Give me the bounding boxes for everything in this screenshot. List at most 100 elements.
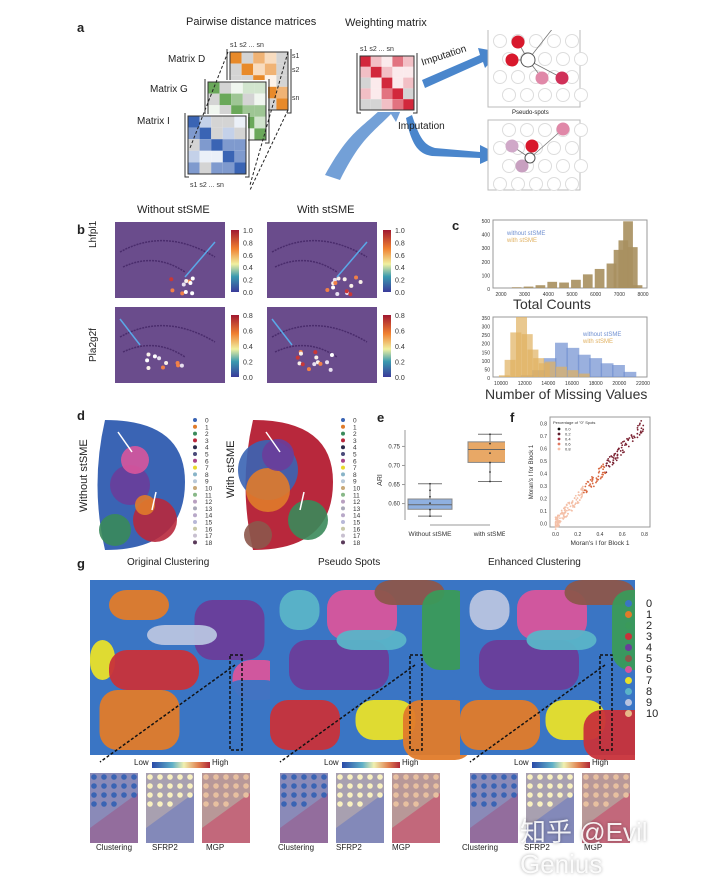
box [407,498,453,510]
highlight-spot [505,53,519,67]
inset-region [202,793,250,843]
inset-spot [603,792,609,798]
inset-spot [347,783,353,789]
spot [556,88,570,102]
scatter-point [584,485,587,488]
inset-spot [367,792,373,798]
scatter-point [581,493,583,496]
y-tick: 0.2 [540,496,547,502]
legend-label: 6 [353,458,357,465]
spot [565,177,579,191]
scatter-point [611,461,614,464]
watermark: 知乎 @Evil Genius [520,817,648,879]
cluster-region [517,590,587,640]
legend-dot [193,520,197,524]
scatter-point [602,465,605,468]
g-title-original: Original Clustering [127,557,210,568]
matrix-i-label: Matrix I [137,116,170,127]
colorbar [231,315,239,377]
inset-spot [111,774,117,780]
scatter-point [620,442,623,445]
legend-label: 12 [205,499,213,506]
scatter-point [577,494,580,496]
inset-spot [377,774,383,780]
hist-bar [623,371,637,377]
spot [556,159,570,173]
inset-spot [593,792,599,798]
panel-f-label: f [510,410,515,425]
matrix-cell [381,99,393,110]
data-point [429,495,431,498]
spot [493,70,507,84]
scatter-point [631,437,634,440]
legend-label: 17 [353,533,361,540]
data-point [489,471,491,473]
scatter-point [640,427,643,430]
scatter-point [615,457,617,459]
inset-spot [101,783,107,789]
spot [493,141,507,155]
y-tick: 0.8 [540,421,547,427]
x-tick: 0.6 [619,532,626,538]
expression-spot [325,288,330,293]
expression-spot [170,288,175,293]
inset-spot [101,792,107,798]
inset-spot [347,774,353,780]
legend-dot [341,431,345,436]
cluster-region [110,465,150,505]
cluster-region [593,670,635,700]
inset-spot [337,774,343,780]
matrix-cell [242,105,255,117]
colorbar-low-3: Low [514,758,529,767]
scatter-point [554,521,557,524]
inset-label-mgp-2: MGP [392,843,411,852]
spot [493,177,507,191]
tissue-structure [122,344,186,358]
inset-label-clustering-2: Clustering [278,843,315,852]
expression-spot [146,352,151,357]
inset-spot [527,801,533,807]
matrix-cell [392,56,404,67]
matrix-cell [241,63,254,76]
hist-bar [589,358,603,377]
legend-dot [193,424,197,429]
inset-spot [281,792,287,798]
legend-dot [625,633,632,640]
panel-d-brains: 0123456789101112131415161718012345678910… [97,418,361,550]
y-tick: 500 [482,219,491,225]
hist-bar [516,317,528,377]
colorbar [532,762,590,768]
scatter-point [636,428,639,431]
legend-label: 11 [353,492,360,499]
legend-dot [341,472,345,477]
scatter-point [600,466,602,469]
colorbar-tick: 0.4 [395,265,405,272]
legend-without: without stSME [506,231,545,237]
tissue-map [267,307,377,383]
inset-spot [511,792,517,798]
matrix-cell [403,56,414,67]
spot [511,177,525,191]
cluster-region [460,700,540,750]
inset-spot [423,774,429,780]
colorbar-tick: 0.0 [243,290,253,297]
bracket [413,53,418,114]
y-tick: 50 [484,367,490,373]
matrix-cell [219,105,232,117]
inset-label-clustering-1: Clustering [96,843,133,852]
inset-spot [557,774,563,780]
data-point [429,508,431,511]
inset-spot [101,801,107,807]
inset-spot [91,783,97,789]
y-tick: 0 [487,376,490,382]
matrix-cell [241,52,254,64]
legend-dot [341,540,345,545]
legend-item: 4 [625,642,658,654]
matrix-cell [219,93,232,106]
inset-spot [121,792,127,798]
expression-spot [314,355,319,360]
expression-spot [295,355,300,360]
scatter-point [580,488,583,490]
scatter-point [606,459,609,462]
spot [529,177,543,191]
